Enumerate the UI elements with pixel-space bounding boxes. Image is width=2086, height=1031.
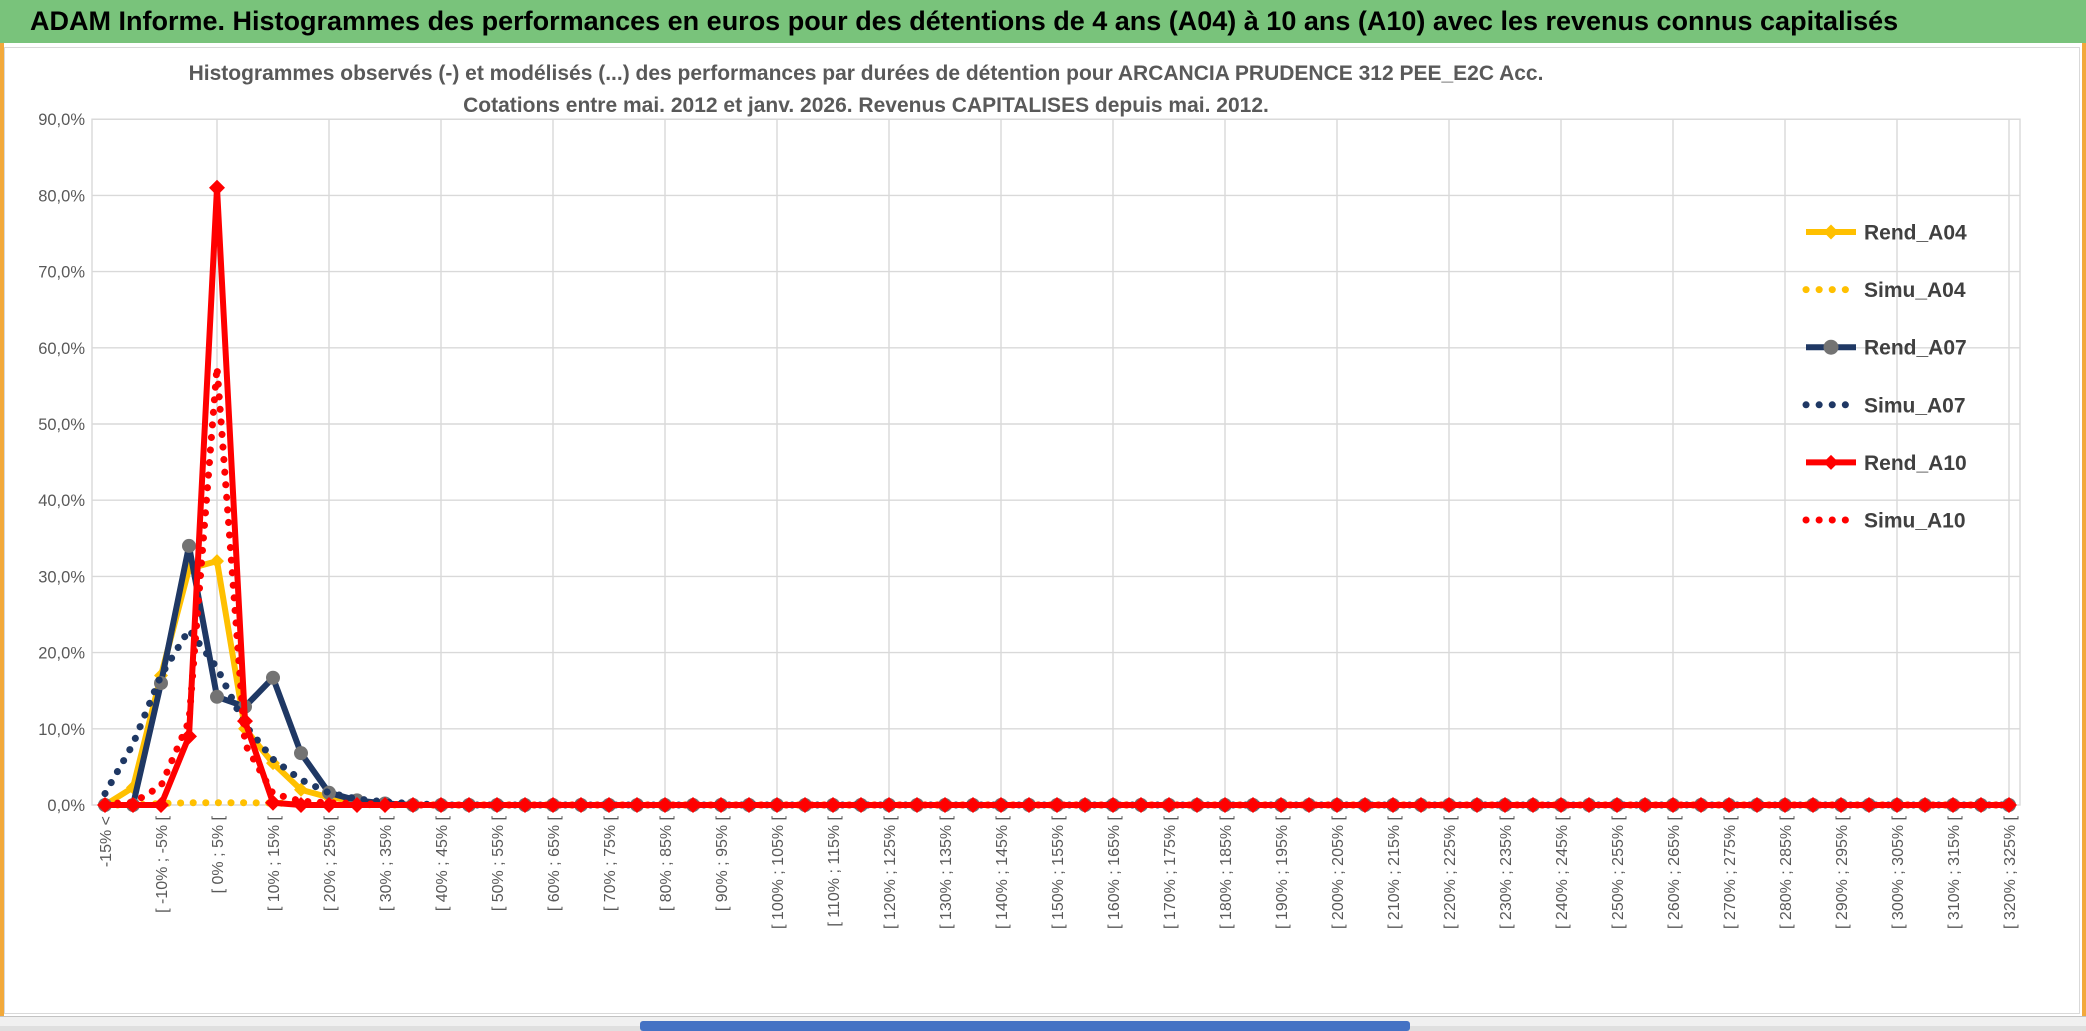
- gold-border-left: [0, 43, 4, 1031]
- gold-border-right: [2082, 43, 2086, 1031]
- window-title: ADAM Informe. Histogrammes des performan…: [30, 6, 1899, 36]
- horizontal-scrollbar-thumb[interactable]: [640, 1021, 1410, 1031]
- chart-frame: [4, 47, 2080, 1014]
- window-title-bar: ADAM Informe. Histogrammes des performan…: [0, 0, 2086, 43]
